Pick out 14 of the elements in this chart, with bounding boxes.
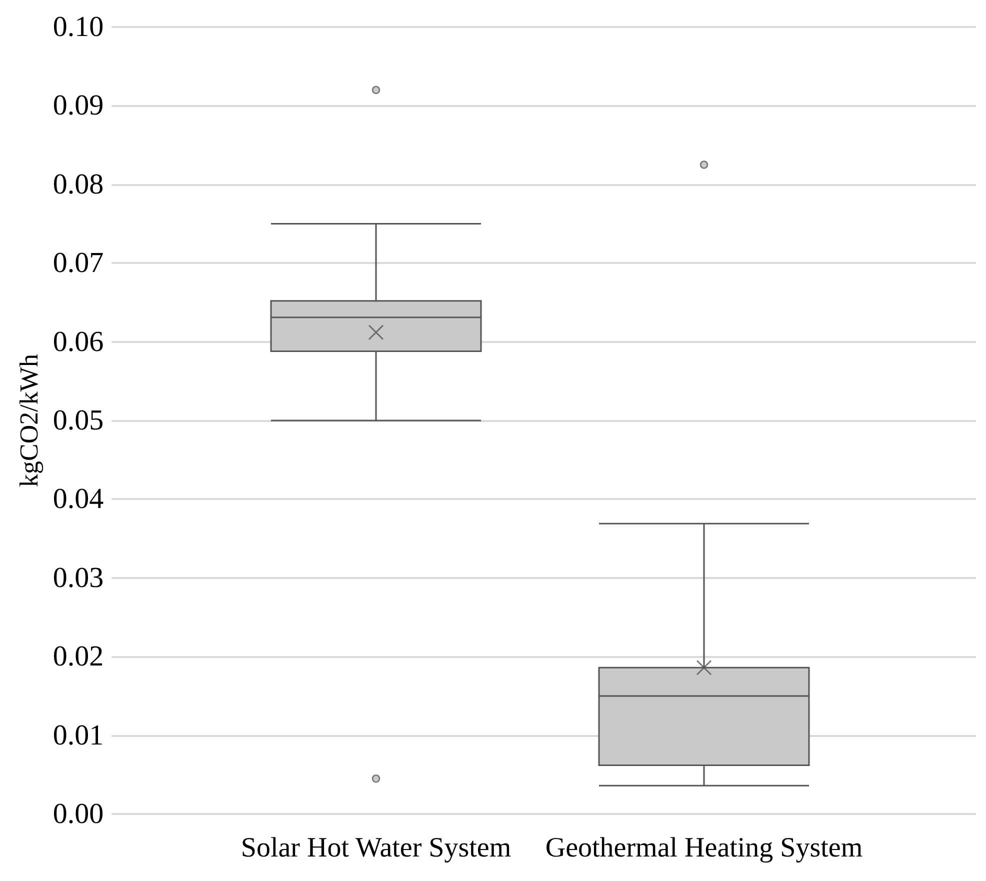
- y-tick-label: 0.05: [52, 404, 104, 436]
- y-tick-label: 0.08: [52, 168, 104, 200]
- y-tick-label: 0.07: [52, 247, 104, 280]
- y-tick-label: 0.01: [52, 719, 104, 752]
- y-tick-label: 0.02: [52, 640, 104, 673]
- y-tick-label: 0.06: [52, 326, 104, 358]
- x-tick-label: Geothermal Heating System: [545, 832, 863, 864]
- y-tick-label: 0.03: [52, 562, 104, 594]
- y-tick-label: 0.00: [52, 798, 104, 830]
- x-tick-label: Solar Hot Water System: [240, 832, 512, 864]
- y-tick-label: 0.09: [52, 90, 104, 122]
- y-tick-label: 0.10: [52, 11, 104, 43]
- y-tick-label: 0.04: [52, 483, 104, 516]
- y-axis-title: kgCO2/kWh: [14, 354, 44, 487]
